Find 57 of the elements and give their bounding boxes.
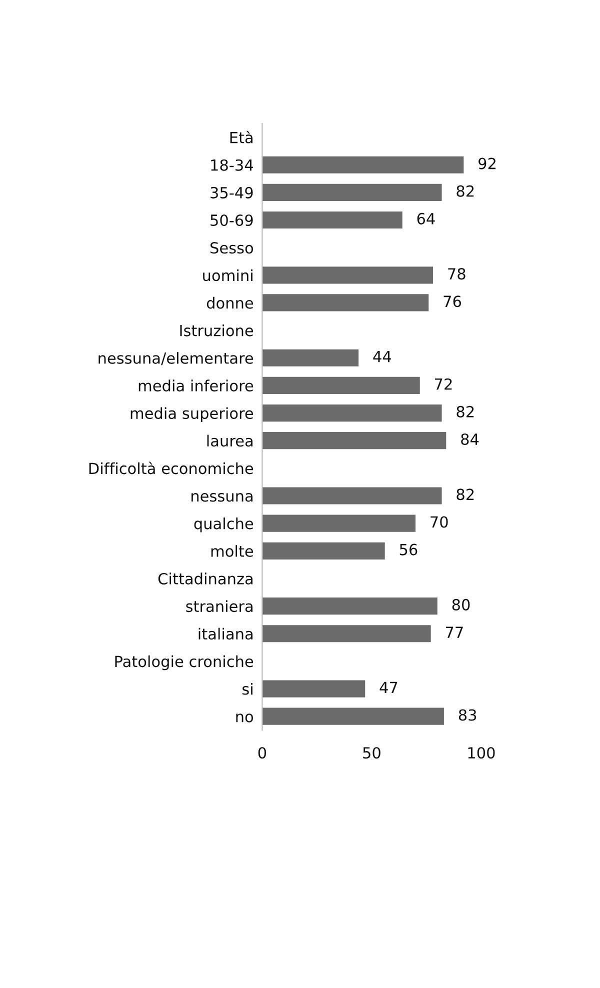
bar: [262, 184, 442, 201]
y-tick-label: Età: [230, 130, 252, 144]
data-label: 47: [380, 682, 398, 693]
bar: [262, 156, 464, 174]
bar: [262, 708, 444, 725]
data-label: 70: [430, 516, 448, 528]
bar: [262, 376, 420, 394]
y-tick-label: 18-34: [211, 159, 254, 171]
y-tick-label: nessuna/elementare: [98, 352, 254, 366]
y-tick-label: si: [242, 682, 252, 695]
y-tick-label: uomini: [203, 269, 252, 282]
data-label: 82: [456, 488, 474, 500]
y-tick-label: media inferiore: [138, 380, 254, 392]
y-tick-label: Istruzione: [180, 324, 254, 336]
data-label: 78: [448, 268, 466, 280]
y-tick-label: 35-49: [210, 186, 253, 198]
data-label: 82: [456, 406, 474, 418]
data-label: 72: [435, 378, 452, 390]
bar: [262, 404, 442, 422]
bar: [262, 514, 416, 532]
bar: [262, 625, 431, 642]
y-tick-label: qualche: [194, 518, 254, 532]
bar: [262, 211, 402, 229]
data-label: 80: [452, 598, 470, 610]
y-tick-label: straniera: [186, 600, 252, 612]
data-label: 83: [458, 709, 476, 721]
x-tick-label: 100: [468, 747, 495, 759]
y-tick-label: Cittadinanza: [158, 572, 252, 584]
y-tick-label: laurea: [207, 434, 252, 447]
bar: [262, 266, 434, 284]
y-tick-label: molte: [211, 545, 254, 557]
data-label: 92: [478, 158, 496, 170]
bar: [262, 542, 385, 560]
y-tick-label: donne: [206, 296, 254, 309]
y-tick-label: Patologie croniche: [115, 655, 254, 670]
bar: [262, 432, 446, 450]
data-label: 77: [446, 626, 463, 638]
bar: [262, 680, 366, 698]
y-tick-label: no: [236, 714, 254, 722]
data-label: 44: [373, 350, 392, 362]
x-tick-label: 50: [363, 747, 380, 759]
y-tick-label: Sesso: [210, 242, 254, 254]
data-label: 64: [417, 212, 435, 224]
data-label: 82: [456, 185, 474, 197]
y-tick-label: nessuna: [192, 493, 252, 502]
bar: [262, 487, 442, 504]
y-tick-label: Difficoltà economiche: [89, 462, 254, 474]
bar: [262, 349, 359, 366]
bar: [262, 598, 438, 615]
y-tick-label: media superiore: [130, 407, 254, 422]
data-label: 84: [461, 433, 479, 446]
y-tick-label: italiana: [198, 628, 252, 640]
y-tick-label: 50-69: [210, 214, 253, 226]
x-tick-label: 0: [258, 747, 266, 759]
data-label: 76: [444, 296, 462, 308]
bar: [262, 294, 429, 312]
data-label: 56: [400, 544, 418, 556]
